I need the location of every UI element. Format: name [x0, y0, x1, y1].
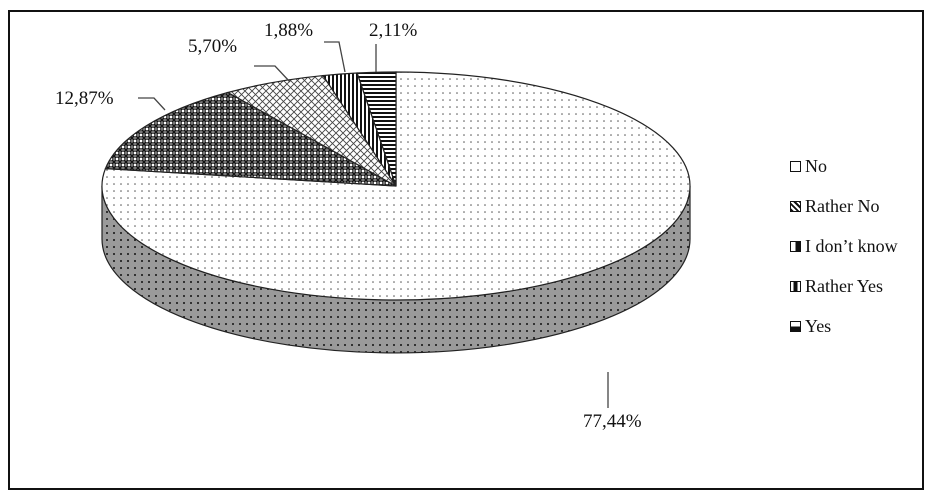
legend: No Rather No I don’t know Rather Yes Yes [790, 146, 898, 346]
legend-label: I don’t know [805, 235, 898, 256]
slice-rather-no [104, 91, 397, 187]
data-label: 5,70% [188, 36, 237, 57]
leader-line [324, 41, 346, 73]
pie-chart: 77,44% 12,87% 5,70% 1,88% 2,11% [55, 20, 691, 432]
legend-item-no: No [790, 146, 898, 186]
legend-item-i-dont-know: I don’t know [790, 226, 898, 266]
legend-item-rather-no: Rather No [790, 186, 898, 226]
pie-top [101, 71, 691, 301]
leader-line [254, 65, 291, 83]
legend-swatch-no [790, 160, 801, 172]
data-label: 1,88% [264, 20, 313, 41]
legend-label: Rather No [805, 195, 880, 216]
legend-swatch-i-dont-know [790, 240, 801, 252]
data-label: 2,11% [369, 20, 418, 41]
legend-item-yes: Yes [790, 306, 898, 346]
data-label: 12,87% [55, 88, 114, 109]
legend-label: Yes [805, 315, 832, 336]
legend-swatch-rather-yes [790, 280, 801, 292]
legend-swatch-rather-no [790, 200, 801, 212]
data-labels: 77,44% 12,87% 5,70% 1,88% 2,11% [55, 20, 642, 432]
legend-label: No [805, 155, 827, 176]
leader-line [138, 97, 166, 111]
leader-lines [138, 41, 609, 408]
legend-label: Rather Yes [805, 275, 884, 296]
data-label: 77,44% [583, 411, 642, 432]
slice-yes [356, 71, 397, 187]
legend-swatch-yes [790, 320, 801, 332]
slice-no [101, 71, 691, 301]
legend-item-rather-yes: Rather Yes [790, 266, 898, 306]
